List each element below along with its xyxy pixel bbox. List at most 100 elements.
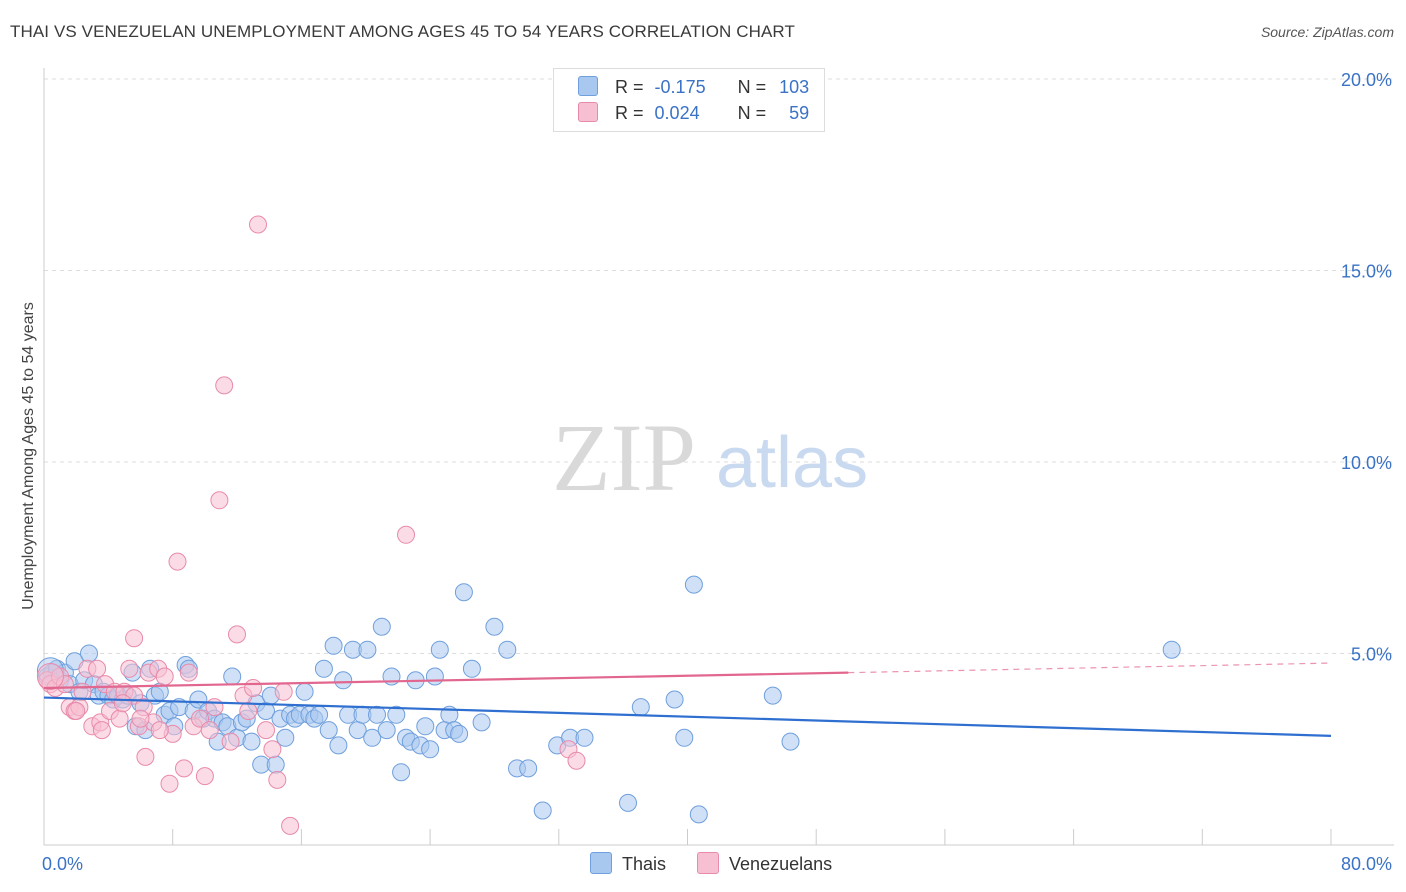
thais-point xyxy=(372,617,391,636)
thais-point xyxy=(392,763,411,782)
venezuelans-point xyxy=(249,215,267,234)
thais-point xyxy=(1162,640,1181,659)
venezuelans-trend-line xyxy=(43,671,849,690)
thais-point xyxy=(334,671,353,690)
thais-point xyxy=(421,740,440,759)
x-tick-label: 0.0% xyxy=(42,854,83,874)
thais-trend-line xyxy=(43,696,1332,737)
n-label: N = xyxy=(737,103,767,123)
legend-item-thais[interactable]: Thais xyxy=(590,852,666,875)
venezuelans-point xyxy=(179,663,198,682)
venezuelans-point xyxy=(88,659,107,678)
watermark-zip: ZIP xyxy=(552,404,696,511)
thais-point xyxy=(276,728,295,747)
y-tick-label: 15.0% xyxy=(1341,262,1392,282)
trend-lines xyxy=(43,662,1332,737)
thais-point xyxy=(377,721,396,740)
axes xyxy=(43,68,1394,846)
venezuelans-point xyxy=(221,732,240,751)
thais-point xyxy=(242,732,261,751)
thais-point xyxy=(358,640,377,659)
venezuelans-point xyxy=(397,525,415,544)
venezuelans-trend-extension xyxy=(848,662,1332,674)
n-label: N = xyxy=(737,77,767,97)
y-axis-label: Unemployment Among Ages 45 to 54 years xyxy=(20,302,37,610)
thais-point xyxy=(675,728,694,747)
venezuelans-point xyxy=(274,682,293,701)
venezuelans-point xyxy=(168,552,187,571)
thais-legend-swatch xyxy=(590,852,612,874)
thais-swatch xyxy=(578,76,598,96)
watermark-atlas: atlas xyxy=(716,423,868,503)
grid-lines xyxy=(44,78,1394,654)
thais-point xyxy=(266,755,285,774)
thais-point xyxy=(189,690,208,709)
thais-point xyxy=(329,736,348,755)
thais-point xyxy=(223,667,242,686)
venezuelans-point xyxy=(268,770,287,789)
venezuelans-point xyxy=(67,702,86,720)
thais-point xyxy=(430,640,449,659)
thais-points xyxy=(36,575,1181,824)
legend-row-thais: R = -0.175 N = 103 xyxy=(578,76,809,100)
thais-point xyxy=(472,713,491,732)
thais-point xyxy=(665,690,684,709)
thais-point xyxy=(575,728,594,747)
y-tick-label: 10.0% xyxy=(1341,453,1392,473)
thais-point xyxy=(319,721,338,740)
venezuelans-point xyxy=(155,667,174,686)
thais-point xyxy=(295,682,314,701)
watermark: ZIP atlas xyxy=(552,404,868,511)
venezuelans-point xyxy=(36,663,64,690)
venezuelans-point xyxy=(191,709,209,728)
venezuelans-point xyxy=(228,625,246,644)
thais-point xyxy=(462,659,481,678)
legend-item-venezuelans[interactable]: Venezuelans xyxy=(697,852,832,875)
venezuelans-point xyxy=(92,721,111,740)
venezuelans-legend-swatch xyxy=(697,852,720,874)
venezuelans-point xyxy=(257,721,275,740)
venezuelans-point xyxy=(160,774,179,793)
y-tick-label: 20.0% xyxy=(1341,70,1392,90)
thais-point xyxy=(387,705,406,724)
r-label: R = xyxy=(615,77,644,97)
legend-label-thais: Thais xyxy=(622,854,667,874)
thais-point xyxy=(763,686,782,705)
thais-point xyxy=(324,636,343,655)
venezuelans-point xyxy=(125,629,144,648)
thais-point xyxy=(498,640,517,659)
n-value-thais: 103 xyxy=(779,77,810,97)
n-value-venezuelans: 59 xyxy=(789,103,810,123)
thais-point xyxy=(684,575,703,594)
series-legend: Thais Venezuelans xyxy=(590,852,858,875)
correlation-legend: R = -0.175 N = 103 R = 0.024 N = 59 xyxy=(553,68,825,132)
chart-title: THAI VS VENEZUELAN UNEMPLOYMENT AMONG AG… xyxy=(10,22,795,41)
venezuelans-point xyxy=(113,694,132,713)
thais-point xyxy=(689,805,708,824)
venezuelans-point xyxy=(239,702,258,720)
x-tick-label: 80.0% xyxy=(1341,854,1392,874)
thais-point xyxy=(485,617,504,636)
thais-point xyxy=(519,759,538,778)
venezuelans-point xyxy=(263,740,282,759)
thais-point xyxy=(310,705,329,724)
venezuelans-point xyxy=(215,376,234,395)
legend-label-venezuelans: Venezuelans xyxy=(729,854,833,874)
venezuelans-point xyxy=(110,709,129,728)
r-label: R = xyxy=(615,103,644,123)
thais-point xyxy=(631,698,650,717)
thais-point xyxy=(368,705,386,724)
thais-point xyxy=(781,732,800,751)
venezuelans-point xyxy=(195,767,214,786)
r-value-thais: -0.175 xyxy=(654,77,706,97)
thais-point xyxy=(425,667,444,686)
thais-point xyxy=(80,644,98,663)
venezuelans-points xyxy=(36,215,586,835)
venezuelans-swatch xyxy=(578,102,598,122)
thais-point xyxy=(363,728,382,747)
legend-row-venezuelans: R = 0.024 N = 59 xyxy=(578,102,809,126)
thais-point xyxy=(416,717,435,736)
thais-point xyxy=(533,801,552,820)
r-value-venezuelans: 0.024 xyxy=(654,103,700,123)
